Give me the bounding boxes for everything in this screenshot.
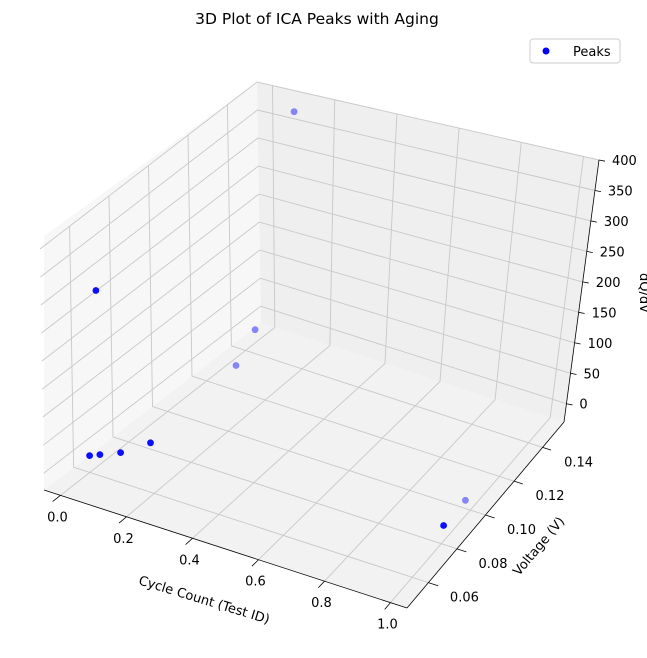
y-grid-1 — [108, 195, 458, 550]
z-tick-label-3: 150 — [592, 306, 617, 321]
legend-frame — [529, 38, 621, 64]
y-tick-3 — [513, 480, 523, 485]
z-tick-label-2: 100 — [588, 337, 613, 352]
z-grid-6 — [40, 137, 592, 306]
z-tick-8 — [598, 159, 606, 162]
x-grid-0 — [60, 85, 276, 496]
z-tick-3 — [578, 311, 585, 314]
z-tick-0 — [566, 403, 573, 406]
z-tick-label-4: 200 — [596, 276, 621, 291]
y-tick-2 — [485, 514, 495, 519]
data-point-2 — [117, 449, 124, 456]
z-tick-5 — [586, 251, 593, 253]
x-tick-label-5: 1.0 — [377, 618, 398, 633]
z-tick-label-8: 400 — [612, 154, 637, 169]
tick-marks — [52, 159, 606, 610]
data-point-0 — [86, 452, 93, 459]
x-grid-4 — [324, 142, 522, 582]
data-point-3 — [147, 439, 154, 447]
x-tick-5 — [384, 602, 391, 610]
z-axis-label: dQ/dV — [636, 273, 647, 313]
x-grid-2 — [192, 113, 398, 539]
data-point-9 — [462, 496, 469, 504]
y-tick-label-3: 0.12 — [536, 489, 565, 504]
y-tick-label-0: 0.06 — [450, 591, 479, 606]
z-tick-1 — [570, 372, 577, 375]
data-point-5 — [251, 326, 259, 334]
x-tick-label-1: 0.2 — [113, 532, 134, 547]
data-point-7 — [290, 108, 298, 116]
z-grid-8 — [39, 81, 600, 250]
z-axis-line — [563, 159, 600, 423]
z-grid-3 — [42, 221, 579, 390]
z-tick-label-6: 300 — [604, 215, 629, 230]
z-grid-5 — [41, 165, 587, 334]
z-tick-6 — [590, 220, 597, 223]
x-tick-3 — [251, 559, 259, 567]
back-pane — [257, 82, 599, 422]
data-point-4 — [232, 362, 240, 369]
x-grid-3 — [258, 128, 460, 561]
y-tick-0 — [428, 582, 439, 587]
z-tick-label-7: 350 — [608, 185, 633, 200]
z-grid-1 — [43, 277, 571, 446]
x-grid-1 — [126, 99, 336, 518]
x-tick-label-4: 0.8 — [311, 596, 332, 611]
z-grid-2 — [42, 249, 575, 418]
x-tick-0 — [52, 495, 61, 502]
y-tick-1 — [456, 548, 467, 553]
left-pane — [44, 82, 261, 490]
x-tick-label-2: 0.4 — [179, 553, 200, 568]
legend-label-peaks: Peaks — [573, 45, 611, 60]
data-point-1 — [96, 451, 104, 458]
legend: Peaks — [529, 38, 621, 64]
x-tick-1 — [118, 516, 127, 524]
x-grid-5 — [390, 156, 584, 603]
y-grid-3 — [187, 135, 515, 482]
axis-panes — [44, 82, 599, 608]
chart-title: 3D Plot of ICA Peaks with Aging — [195, 10, 439, 28]
floor-pane — [44, 323, 564, 608]
z-tick-2 — [574, 342, 581, 345]
z-tick-4 — [582, 281, 589, 284]
x-tick-label-0: 0.0 — [47, 510, 68, 525]
grid-lines — [39, 81, 600, 603]
y-grid-0 — [69, 226, 429, 584]
z-tick-label-5: 250 — [600, 245, 625, 260]
z-tick-label-0: 0 — [579, 398, 587, 413]
y-grid-4 — [226, 104, 543, 448]
legend-marker — [542, 47, 550, 55]
data-point-8 — [440, 522, 447, 529]
data-point-6 — [92, 287, 100, 294]
x-tick-label-3: 0.6 — [245, 575, 266, 590]
z-tick-7 — [594, 190, 602, 193]
tick-labels: 0.0 0.2 0.4 0.6 0.8 1.0 0.06 0.08 0.10 0.12 0.14 0 5… — [47, 154, 637, 633]
y-tick-label-4: 0.14 — [564, 455, 593, 470]
y-tick-4 — [542, 446, 552, 451]
y-tick-label-2: 0.10 — [507, 523, 536, 538]
z-tick-label-1: 50 — [584, 367, 601, 382]
x-axis-line — [43, 489, 408, 609]
x-tick-4 — [318, 580, 325, 589]
x-tick-2 — [185, 537, 193, 545]
z-grid-0 — [43, 305, 567, 474]
y-tick-label-1: 0.08 — [479, 557, 508, 572]
z-grid-7 — [40, 109, 596, 278]
y-grid-2 — [148, 165, 486, 516]
data-points — [86, 108, 469, 529]
z-grid-4 — [41, 193, 583, 362]
